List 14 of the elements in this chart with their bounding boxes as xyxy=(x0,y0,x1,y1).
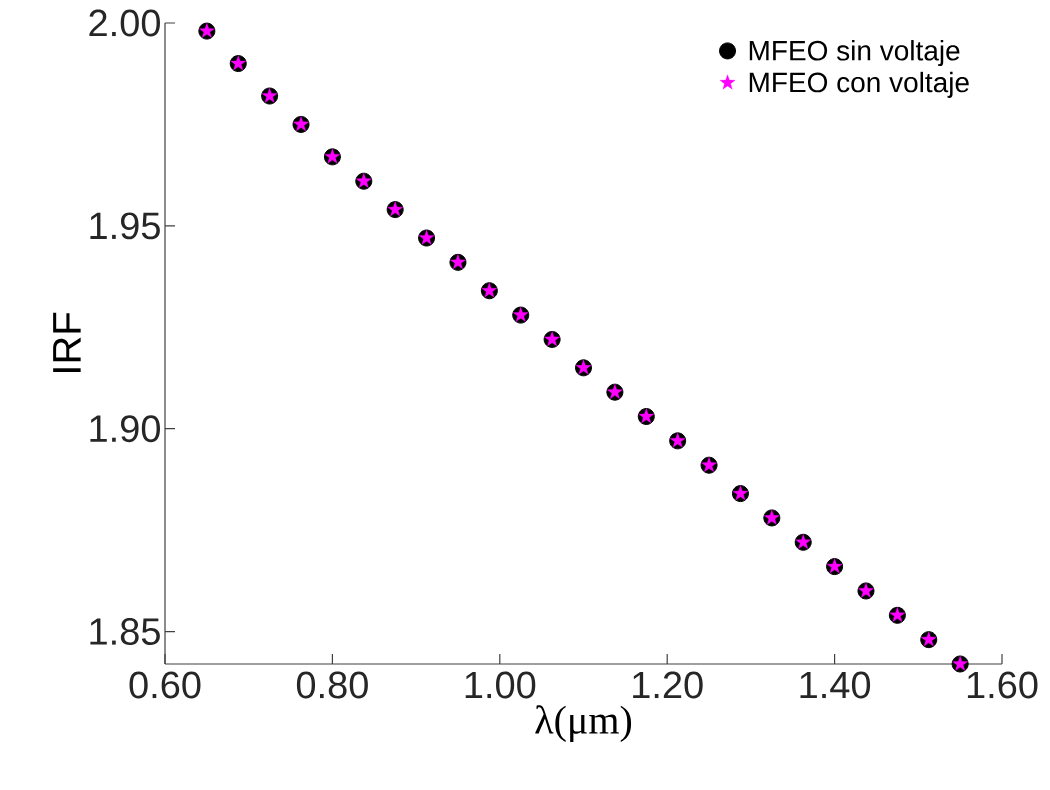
x-tick-label: 1.00 xyxy=(465,671,536,699)
x-axis-title: λ(μm) xyxy=(535,705,632,742)
legend-label: MFEO con voltaje xyxy=(749,71,969,98)
y-axis-title: IRF xyxy=(53,312,81,373)
x-tick-label: 1.60 xyxy=(967,671,1038,699)
y-tick-label: 1.85 xyxy=(90,618,160,645)
x-tick-label: 0.80 xyxy=(296,671,368,699)
legend-label: MFEO sin voltaje xyxy=(749,40,960,67)
y-tick-label: 2.00 xyxy=(89,9,160,37)
y-tick-label: 1.90 xyxy=(90,415,160,443)
x-tick-label: 0.60 xyxy=(129,671,201,699)
x-tick-label: 1.20 xyxy=(633,671,703,699)
x-tick-label: 1.40 xyxy=(800,671,871,699)
y-tick-label: 1.95 xyxy=(90,212,160,240)
